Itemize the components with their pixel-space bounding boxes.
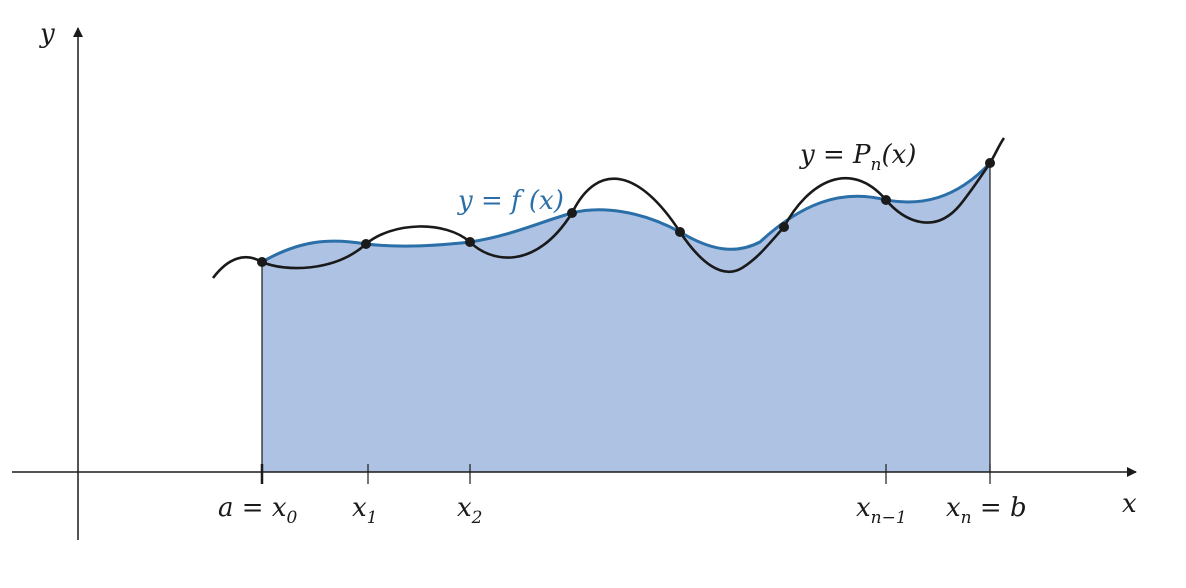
tick-label-pre: x [457, 493, 472, 523]
p-label-sub: n [871, 155, 882, 175]
tick-label-sub: n [961, 508, 972, 528]
p-curve-label: y = Pn(x) [799, 140, 916, 175]
f-label-text: y = f (x) [457, 186, 564, 216]
tick-label-sub: n−1 [871, 508, 907, 528]
node-point [257, 257, 267, 267]
tick-label-xn: xn = b [946, 493, 1027, 528]
node-point [567, 208, 577, 218]
node-point [881, 195, 891, 205]
tick-label-pre: x [856, 493, 871, 523]
tick-label-xn-1: xn−1 [856, 493, 907, 528]
x-axis-label: x [1122, 489, 1137, 519]
node-point [985, 158, 995, 168]
p-label-pre: y = P [799, 140, 871, 170]
tick-label-x2: x2 [457, 493, 483, 528]
node-point [779, 222, 789, 232]
tick-label-post: = b [972, 493, 1027, 523]
tick-label-x0: a = x0 [218, 493, 297, 528]
tick-label-pre: x [946, 493, 961, 523]
tick-label-pre: a = x [218, 493, 287, 523]
p-label-post: (x) [881, 140, 916, 170]
y-axis-label: y [39, 19, 55, 49]
tick-label-sub: 1 [367, 508, 378, 528]
tick-label-sub: 0 [286, 508, 297, 528]
shaded-area [262, 163, 990, 472]
tick-label-pre: x [352, 493, 367, 523]
f-curve [261, 161, 992, 264]
tick-label-sub: 2 [471, 508, 483, 528]
tick-label-x1: x1 [352, 493, 378, 528]
node-point [465, 237, 475, 247]
f-curve-label: y = f (x) [457, 186, 564, 216]
node-point [675, 227, 685, 237]
node-point [361, 239, 371, 249]
